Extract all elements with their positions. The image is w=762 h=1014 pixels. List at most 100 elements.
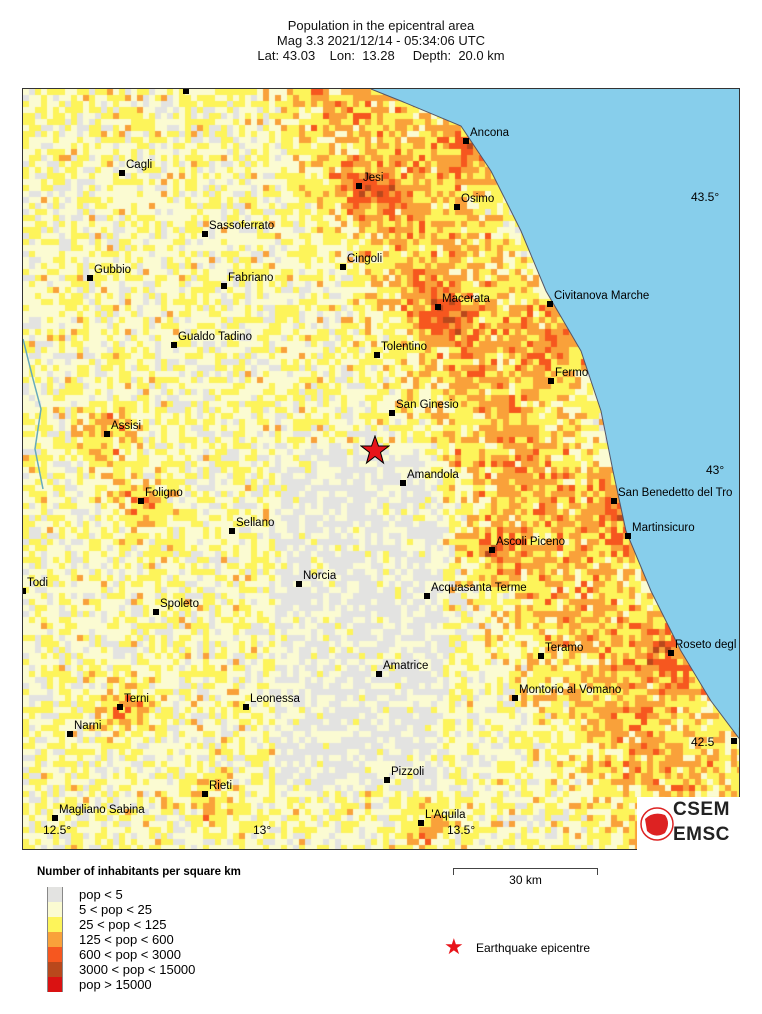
city-dot-icon [202, 231, 208, 237]
epicentre-legend-star-icon: ★ [444, 934, 464, 959]
city-dot-icon [512, 695, 518, 701]
legend-label: pop < 5 [79, 887, 123, 902]
city-label: Todi [27, 577, 49, 589]
city-label: Spoleto [160, 598, 200, 610]
city-label: San Benedetto del Tro [618, 487, 733, 499]
logo-text-csem: CSEM [673, 799, 730, 820]
city-label: Martinsicuro [632, 522, 695, 534]
city-label: Amandola [407, 469, 459, 481]
city-label: Rieti [209, 780, 233, 792]
legend-swatch [47, 887, 63, 902]
lat-label: 43° [706, 463, 725, 477]
city-label: Civitanova Marche [554, 290, 650, 302]
city-dot-icon [435, 304, 441, 310]
city-dot-icon [229, 528, 235, 534]
city-label: Cingoli [347, 253, 383, 265]
city-dot-icon [489, 547, 495, 553]
city-dot-icon [23, 588, 26, 594]
city-dot-icon [547, 301, 553, 307]
legend-swatch [47, 962, 63, 977]
lat-label: 43.5° [691, 190, 720, 204]
city-dot-icon [625, 533, 631, 539]
city-label: Cagli [126, 159, 153, 171]
legend-swatch [47, 917, 63, 932]
city-dot-icon [374, 352, 380, 358]
city-dot-icon [104, 431, 110, 437]
city-dot-icon [376, 671, 382, 677]
legend-swatch [47, 947, 63, 962]
city-label: Montorio al Vomano [519, 684, 622, 696]
event-location: Lat: 43.03 Lon: 13.28 Depth: 20.0 km [257, 48, 505, 63]
legend-item: 25 < pop < 125 [47, 917, 347, 932]
city-dot-icon [87, 275, 93, 281]
legend-swatch [47, 932, 63, 947]
city-dot-icon [171, 342, 177, 348]
lon-label: 13° [253, 823, 272, 837]
legend-label: 600 < pop < 3000 [79, 947, 181, 962]
city-label: L'Aquila [425, 809, 466, 821]
city-dot-icon [454, 204, 460, 210]
legend-item: 125 < pop < 600 [47, 932, 347, 947]
city-dot-icon [243, 704, 249, 710]
legend-item: 600 < pop < 3000 [47, 947, 347, 962]
city-label: Foligno [145, 487, 183, 499]
globe-logo-icon [640, 807, 674, 841]
city-label: Magliano Sabina [59, 804, 145, 816]
city-label: Gualdo Tadino [178, 331, 252, 343]
city-dot-icon [119, 170, 125, 176]
city-label: Tolentino [381, 341, 428, 353]
lat-label: 42.5 [691, 735, 715, 749]
city-label: Jesi [363, 172, 384, 184]
city-label: Osimo [461, 193, 495, 205]
city-dot-icon [538, 653, 544, 659]
city-label: Assisi [111, 420, 142, 432]
city-label: Narni [74, 720, 102, 732]
legend-label: 125 < pop < 600 [79, 932, 174, 947]
epicentre-star-icon[interactable] [360, 435, 390, 465]
city-dot-icon [138, 498, 144, 504]
legend-label: pop > 15000 [79, 977, 152, 992]
city-label: Roseto degl [675, 639, 737, 651]
sea-layer [23, 89, 739, 740]
city-dot-icon [548, 378, 554, 384]
population-map[interactable]: Fossombrone Cagli Jesi Ancona Osimo Sassoferr… [22, 88, 740, 850]
city-dot-icon [418, 820, 424, 826]
city-dot-icon [67, 731, 73, 737]
city-dot-icon [153, 609, 159, 615]
legend-swatch [47, 977, 63, 992]
legend-swatch [47, 902, 63, 917]
logo-text-emsc: EMSC [673, 824, 730, 845]
river [23, 338, 44, 490]
city-label: Mor [738, 727, 739, 739]
city-label: Sassoferrato [209, 220, 275, 232]
city-dot-icon [611, 498, 617, 504]
city-label: San Ginesio [396, 399, 459, 411]
legend-label: 5 < pop < 25 [79, 902, 153, 917]
legend-item: pop < 5 [47, 887, 347, 902]
city-dot-icon [202, 791, 208, 797]
city-dot-icon [117, 704, 123, 710]
city-dot-icon [668, 650, 674, 656]
legend-item: 3000 < pop < 15000 [47, 962, 347, 977]
city-label: Acquasanta Terme [431, 582, 527, 594]
city-label: Fabriano [228, 272, 274, 284]
city-dot-icon [389, 410, 395, 416]
legend-title: Number of inhabitants per square km [37, 866, 241, 878]
city-label: Ascoli Piceno [496, 536, 566, 548]
adriatic-sea [371, 89, 739, 739]
map-title: Population in the epicentral area [287, 18, 475, 33]
city-dot-icon [384, 777, 390, 783]
csem-emsc-logo: CSEM EMSC [637, 797, 740, 850]
city-label: Macerata [442, 293, 490, 305]
city-dot-icon [183, 89, 189, 94]
city-dot-icon [221, 283, 227, 289]
lon-label: 12.5° [43, 823, 72, 837]
lon-label: 13.5° [447, 823, 476, 837]
city-dot-icon [340, 264, 346, 270]
city-dot-icon [424, 593, 430, 599]
city-dot-icon [52, 815, 58, 821]
legend-label: 25 < pop < 125 [79, 917, 167, 932]
city-label: Terni [124, 693, 149, 705]
legend-item: pop > 15000 [47, 977, 347, 992]
